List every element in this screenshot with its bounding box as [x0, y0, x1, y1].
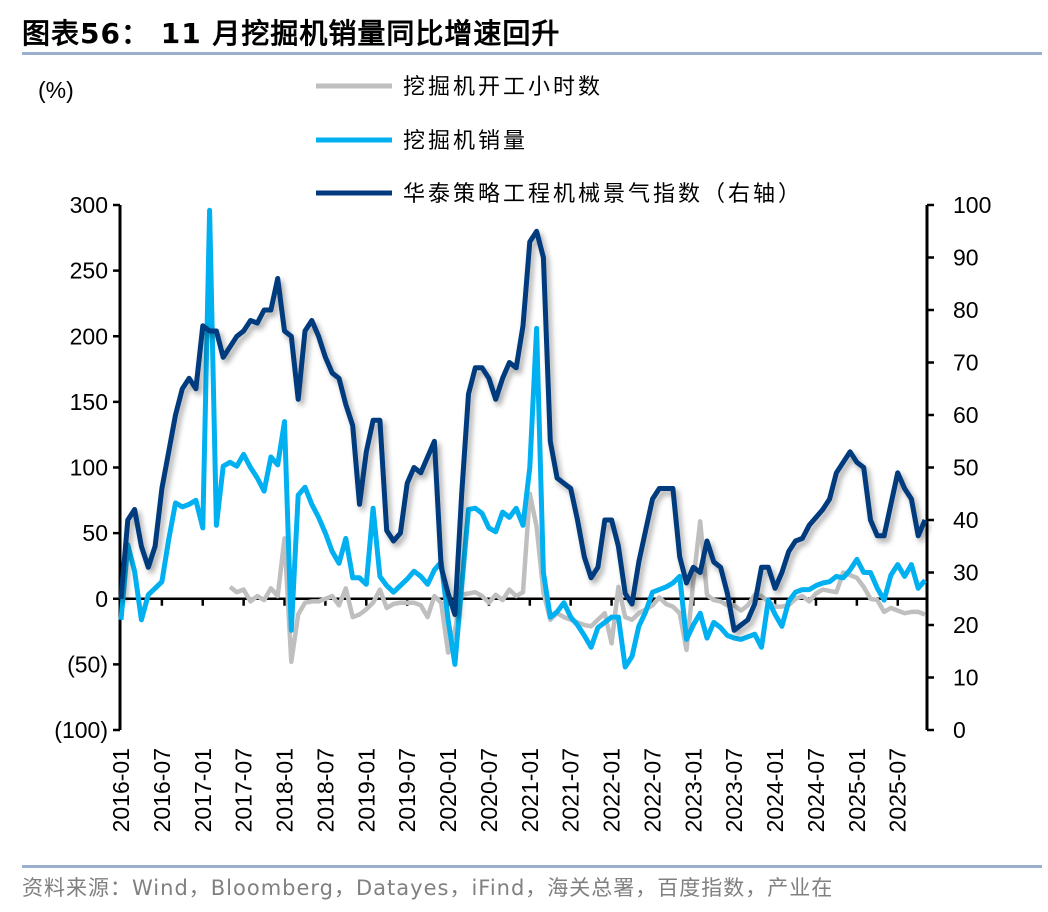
legend-label-hours: 挖掘机开工小时数: [403, 75, 603, 100]
right-tick-label: 10: [953, 665, 979, 691]
right-tick-label: 60: [953, 402, 979, 428]
axes: 300250200150100500(50)(100)1009080706050…: [54, 192, 991, 832]
x-tick-label: 2025-01: [844, 748, 870, 832]
legend-label-index: 华泰策略工程机械景气指数（右轴）: [403, 182, 803, 207]
x-tick-label: 2022-07: [639, 748, 665, 832]
x-tick-label: 2017-01: [190, 748, 216, 832]
x-tick-label: 2023-07: [721, 748, 747, 832]
x-tick-label: 2016-07: [149, 748, 175, 832]
x-tick-label: 2021-07: [558, 748, 584, 832]
right-tick-label: 50: [953, 455, 979, 481]
source-note: 资料来源：Wind，Bloomberg，Datayes，iFind，海关总署，百…: [22, 876, 834, 900]
left-tick-label: (100): [54, 717, 108, 743]
left-tick-label: 50: [82, 520, 108, 546]
legend-label-sales: 挖掘机销量: [403, 129, 528, 154]
right-tick-label: 40: [953, 507, 979, 533]
right-tick-label: 20: [953, 612, 979, 638]
x-tick-label: 2019-01: [353, 748, 379, 832]
x-tick-label: 2020-07: [476, 748, 502, 832]
x-tick-label: 2024-07: [803, 748, 829, 832]
right-tick-label: 0: [953, 717, 966, 743]
right-tick-label: 80: [953, 297, 979, 323]
left-tick-label: 250: [70, 258, 108, 284]
x-tick-label: 2018-07: [312, 748, 338, 832]
left-tick-label: 0: [95, 586, 108, 612]
source-rule: [22, 865, 1042, 868]
x-tick-label: 2025-07: [885, 748, 911, 832]
right-tick-label: 90: [953, 245, 979, 271]
y-axis-unit-label: (%): [38, 77, 74, 103]
x-tick-label: 2024-01: [762, 748, 788, 832]
right-tick-label: 30: [953, 560, 979, 586]
x-tick-label: 2020-01: [435, 748, 461, 832]
left-tick-label: 200: [70, 323, 108, 349]
right-tick-label: 70: [953, 350, 979, 376]
left-tick-label: (50): [67, 651, 108, 677]
left-tick-label: 150: [70, 389, 108, 415]
series-lines: [118, 207, 928, 670]
x-tick-label: 2017-07: [231, 748, 257, 832]
x-tick-label: 2016-01: [108, 748, 134, 832]
x-tick-label: 2022-01: [599, 748, 625, 832]
figure-title: 图表56： 11 月挖掘机销量同比增速回升: [22, 17, 561, 50]
title-rule: [22, 52, 1042, 55]
x-tick-label: 2018-01: [272, 748, 298, 832]
left-tick-label: 300: [70, 192, 108, 218]
left-tick-label: 100: [70, 455, 108, 481]
right-tick-label: 100: [953, 192, 991, 218]
x-tick-label: 2023-01: [680, 748, 706, 832]
x-tick-label: 2021-01: [517, 748, 543, 832]
x-tick-label: 2019-07: [394, 748, 420, 832]
